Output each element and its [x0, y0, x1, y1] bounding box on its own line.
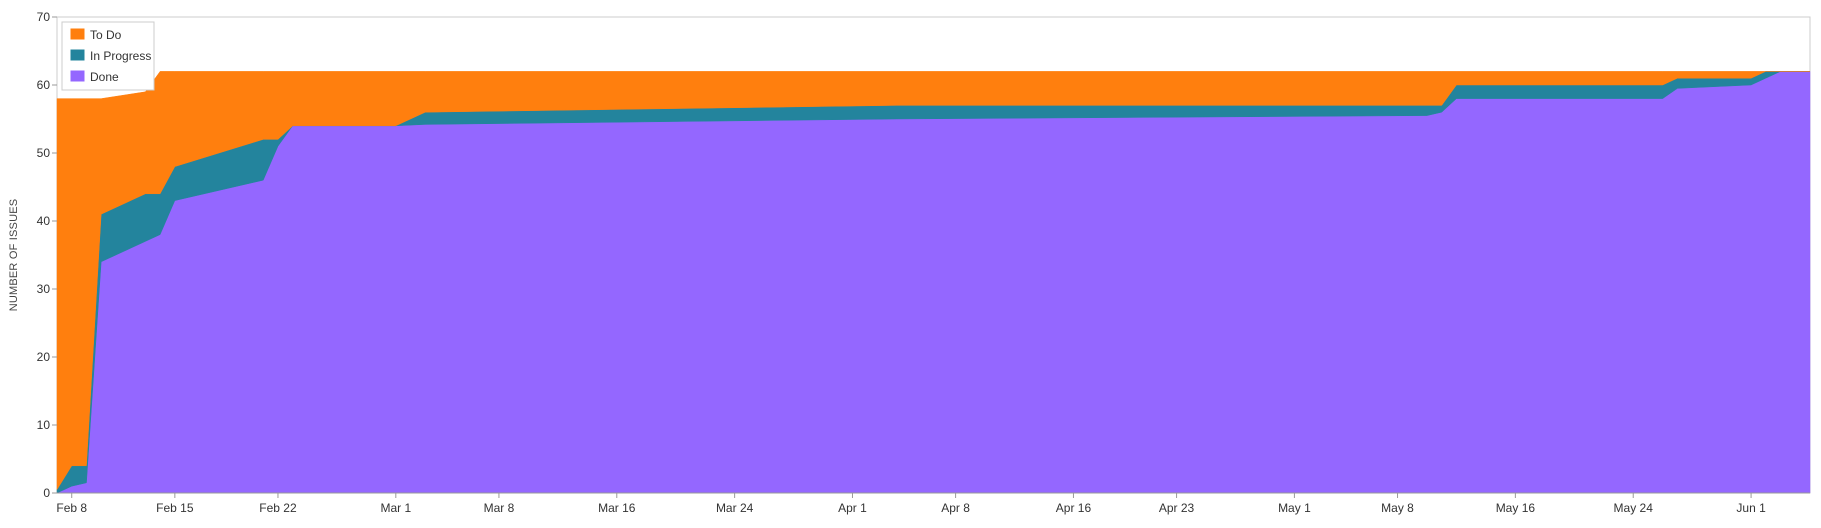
- y-axis-title: NUMBER OF ISSUES: [8, 199, 20, 312]
- y-tick-label: 20: [37, 350, 51, 364]
- y-tick-label: 40: [37, 214, 51, 228]
- legend-label-todo: To Do: [90, 28, 122, 42]
- area-layers: [57, 71, 1810, 493]
- x-axis: Feb 8 Feb 15 Feb 22 Mar 1 Mar 8 Mar 16 Mar 24 A…: [56, 493, 1810, 515]
- x-tick-label: Mar 16: [598, 501, 636, 515]
- x-tick-label: May 16: [1496, 501, 1536, 515]
- area-done: [57, 71, 1810, 493]
- x-tick-label: Apr 23: [1159, 501, 1195, 515]
- y-tick-label: 70: [37, 10, 51, 24]
- x-tick-label: May 24: [1614, 501, 1654, 515]
- x-tick-label: May 1: [1278, 501, 1311, 515]
- y-tick-label: 50: [37, 146, 51, 160]
- x-tick-label: Mar 1: [380, 501, 411, 515]
- legend: To Do In Progress Done: [62, 22, 154, 90]
- y-tick-label: 10: [37, 418, 51, 432]
- y-tick-label: 0: [43, 486, 50, 500]
- y-tick-label: 60: [37, 78, 51, 92]
- x-tick-label: Mar 8: [484, 501, 515, 515]
- x-tick-label: Feb 22: [259, 501, 297, 515]
- x-tick-label: Jun 1: [1736, 501, 1766, 515]
- legend-swatch-done: [70, 70, 85, 82]
- legend-label-inprogress: In Progress: [90, 49, 151, 63]
- legend-label-done: Done: [90, 70, 119, 84]
- legend-swatch-todo: [70, 28, 85, 40]
- y-axis: 0 10 20 30 40 50 60 70: [37, 10, 57, 500]
- x-tick-label: Feb 15: [156, 501, 194, 515]
- x-tick-label: Feb 8: [56, 501, 87, 515]
- legend-swatch-inprogress: [70, 49, 85, 61]
- x-tick-label: May 8: [1381, 501, 1414, 515]
- x-tick-label: Apr 8: [941, 501, 970, 515]
- x-tick-label: Apr 16: [1056, 501, 1092, 515]
- x-tick-label: Mar 24: [716, 501, 754, 515]
- x-tick-label: Apr 1: [838, 501, 867, 515]
- y-tick-label: 30: [37, 282, 51, 296]
